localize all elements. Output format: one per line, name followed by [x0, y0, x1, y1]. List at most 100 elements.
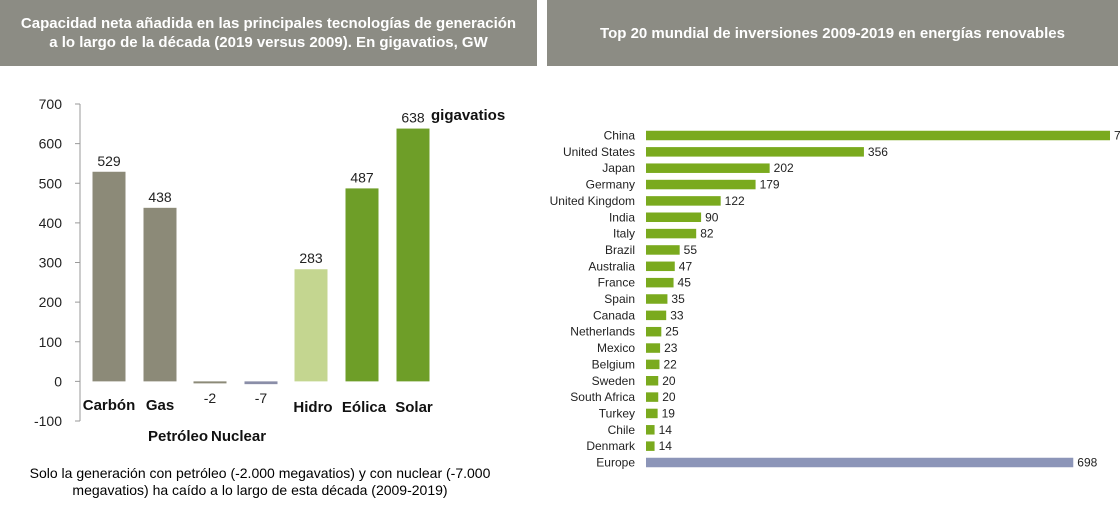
- country-bar: [646, 425, 655, 435]
- country-bar: [646, 441, 655, 451]
- bar-value-label: 23: [664, 341, 678, 355]
- y-tick-label: -100: [34, 413, 62, 429]
- country-label: Spain: [604, 292, 635, 306]
- bar-value-label: 758: [1114, 129, 1120, 143]
- bar-value-label: -2: [204, 390, 217, 406]
- country-label: Europe: [596, 456, 635, 470]
- bar-value-label: -7: [255, 390, 268, 406]
- y-tick-label: 200: [39, 294, 63, 310]
- country-bar: [646, 130, 1110, 141]
- bar-value-label: 122: [725, 194, 745, 208]
- bar-value-label: 14: [659, 423, 673, 437]
- country-label: Canada: [593, 308, 635, 322]
- bar-value-label: 14: [659, 439, 673, 453]
- bar-value-label: 638: [401, 110, 425, 126]
- bar-5: [345, 188, 379, 382]
- bar-value-label: 45: [678, 276, 692, 290]
- country-label: Denmark: [586, 439, 636, 453]
- country-label: Japan: [602, 161, 635, 175]
- country-label: Netherlands: [570, 325, 635, 339]
- right-chart-title: Top 20 mundial de inversiones 2009-2019 …: [600, 24, 1065, 42]
- country-bar: [646, 294, 668, 304]
- y-tick-label: 700: [39, 96, 63, 112]
- country-label: China: [604, 129, 636, 143]
- left-chart-title: Capacidad neta añadida en las principale…: [20, 15, 517, 51]
- bar-2: [193, 381, 227, 384]
- bar-1: [143, 207, 177, 382]
- bar-value-label: 19: [662, 406, 676, 420]
- bar-value-label: 22: [663, 357, 677, 371]
- bar-value-label: 356: [868, 145, 888, 159]
- capacity-bar-chart: -100 0 100 200 300 400 500 600 700 529 438 -2 -7 283 4…: [34, 96, 505, 445]
- y-tick-label: 400: [39, 215, 63, 231]
- country-label: Sweden: [592, 374, 635, 388]
- bar-value-label: 283: [299, 250, 323, 266]
- country-bar: [646, 359, 660, 370]
- bar-value-label: 90: [705, 210, 719, 224]
- country-bar: [646, 147, 864, 157]
- bar-4: [294, 269, 328, 382]
- y-tick-label: 300: [39, 255, 63, 271]
- country-label: France: [598, 276, 636, 290]
- bar-value-label: 20: [662, 374, 676, 388]
- y-tick-label: 600: [39, 136, 63, 152]
- country-bar: [646, 179, 756, 190]
- country-bar: [646, 212, 702, 222]
- unit-annotation: gigavatios: [431, 107, 505, 124]
- country-label: Mexico: [597, 341, 635, 355]
- category-label: Carbón: [83, 397, 136, 414]
- country-bar: [646, 326, 662, 337]
- bar-value-label: 438: [148, 189, 172, 205]
- country-bar: [646, 245, 680, 255]
- country-bar: [646, 196, 721, 206]
- bar-value-label: 33: [670, 308, 684, 322]
- category-label: Nuclear: [211, 428, 266, 445]
- left-chart-header: Capacidad neta añadida en las principale…: [0, 0, 537, 66]
- bar-value-label: 35: [671, 292, 685, 306]
- country-label: United States: [563, 145, 635, 159]
- country-bar: [646, 163, 770, 173]
- bar-3: [244, 381, 278, 385]
- country-label: India: [609, 210, 635, 224]
- country-bar: [646, 228, 697, 239]
- y-tick-label: 500: [39, 175, 63, 191]
- country-label: Belgium: [592, 357, 635, 371]
- bar-value-label: 20: [662, 390, 676, 404]
- bar-value-label: 698: [1077, 456, 1097, 470]
- footnote: Solo la generación con petróleo (-2.000 …: [29, 465, 491, 498]
- country-bar: [646, 392, 659, 402]
- bar-value-label: 202: [774, 161, 794, 175]
- bar-6: [396, 128, 430, 382]
- category-label: Gas: [146, 397, 174, 414]
- category-label: Petróleo: [148, 428, 208, 445]
- right-chart-header: Top 20 mundial de inversiones 2009-2019 …: [547, 0, 1118, 66]
- investment-bar-chart: China 758 United States 356 Japan 202 Germany 1…: [550, 129, 1120, 470]
- country-label: South Africa: [570, 390, 635, 404]
- bar-value-label: 47: [679, 259, 693, 273]
- country-label: Turkey: [599, 406, 635, 420]
- bar-value-label: 529: [97, 153, 121, 169]
- y-tick-label: 0: [54, 373, 62, 389]
- country-bar: [646, 408, 658, 419]
- country-bar: [646, 343, 661, 353]
- category-label: Hidro: [293, 399, 332, 416]
- country-label: Italy: [613, 227, 635, 241]
- bar-value-label: 55: [684, 243, 698, 257]
- europe-bar: [646, 457, 1074, 468]
- country-label: Chile: [608, 423, 636, 437]
- bar-value-label: 487: [350, 169, 374, 185]
- country-label: Brazil: [605, 243, 635, 257]
- country-bar: [646, 277, 674, 288]
- country-bar: [646, 310, 667, 321]
- bar-value-label: 25: [665, 325, 679, 339]
- bar-value-label: 82: [700, 227, 714, 241]
- bar-0: [92, 171, 126, 382]
- country-bar: [646, 376, 659, 386]
- country-bar: [646, 261, 675, 272]
- country-label: Australia: [588, 259, 635, 273]
- country-label: United Kingdom: [550, 194, 635, 208]
- country-label: Germany: [586, 178, 635, 192]
- y-tick-label: 100: [39, 334, 63, 350]
- category-label: Eólica: [342, 399, 387, 416]
- category-label: Solar: [395, 399, 433, 416]
